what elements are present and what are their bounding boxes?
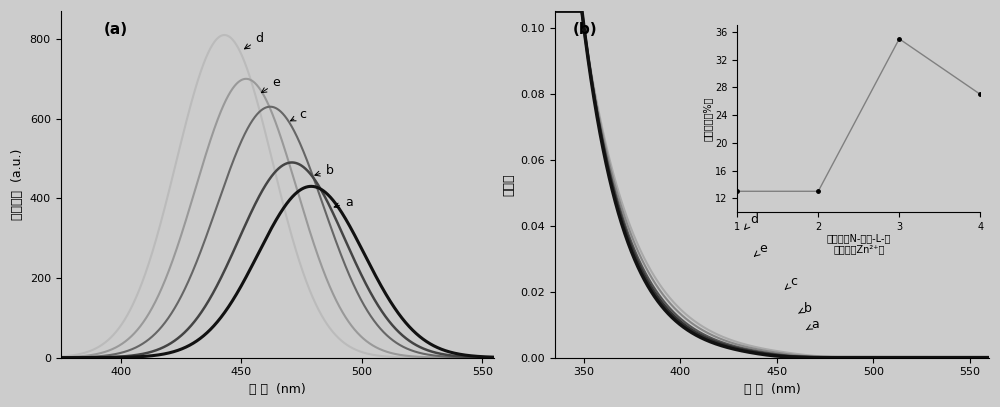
Text: a: a <box>334 196 353 209</box>
Text: e: e <box>754 242 767 256</box>
X-axis label: 波 长  (nm): 波 长 (nm) <box>744 383 800 396</box>
Text: (a): (a) <box>104 22 128 37</box>
Text: b: b <box>315 164 334 177</box>
Y-axis label: 荧光强度  (a.u.): 荧光强度 (a.u.) <box>11 149 24 220</box>
Y-axis label: 吸光度: 吸光度 <box>502 173 515 196</box>
Text: c: c <box>785 275 797 289</box>
Text: d: d <box>745 212 758 229</box>
Text: e: e <box>261 76 280 93</box>
Text: c: c <box>291 108 306 121</box>
Text: d: d <box>245 33 264 49</box>
X-axis label: 波 长  (nm): 波 长 (nm) <box>249 383 306 396</box>
Text: (b): (b) <box>572 22 597 37</box>
Text: b: b <box>799 302 812 315</box>
Text: a: a <box>806 318 819 331</box>
Text: 摩尔比（N-乙酰-L-半
胱氨酸：Zn²⁺）: 摩尔比（N-乙酰-L-半 胱氨酸：Zn²⁺） <box>827 233 891 254</box>
